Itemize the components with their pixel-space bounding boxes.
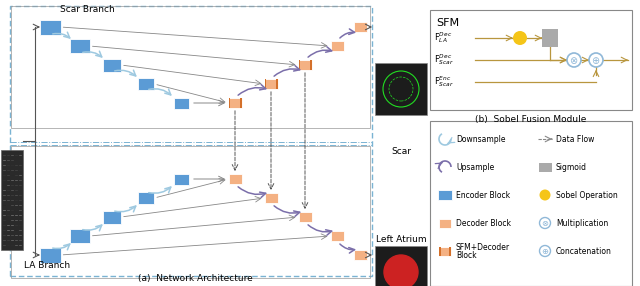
Text: Sigmoid: Sigmoid xyxy=(556,162,587,172)
Bar xyxy=(353,22,367,32)
Bar xyxy=(310,60,312,70)
Circle shape xyxy=(384,255,418,286)
Bar xyxy=(298,60,300,70)
Bar xyxy=(439,247,451,255)
Text: Left Atrium: Left Atrium xyxy=(376,235,426,244)
Bar xyxy=(438,190,452,200)
Bar xyxy=(264,79,266,89)
Bar xyxy=(430,10,632,110)
Text: Scar: Scar xyxy=(391,147,411,156)
Bar xyxy=(298,212,312,222)
Text: $\otimes$: $\otimes$ xyxy=(570,55,579,65)
Bar xyxy=(330,41,344,51)
Text: Sobel Operation: Sobel Operation xyxy=(556,190,618,200)
Bar xyxy=(138,78,154,90)
Bar xyxy=(430,121,632,286)
Bar xyxy=(353,250,367,260)
Bar xyxy=(375,63,427,115)
Bar xyxy=(539,163,552,172)
Bar xyxy=(449,247,451,255)
Text: (b)  Sobel Fusion Module: (b) Sobel Fusion Module xyxy=(476,115,587,124)
Text: Downsample: Downsample xyxy=(456,134,506,144)
Bar xyxy=(330,231,344,241)
Circle shape xyxy=(540,217,550,229)
Text: Data Flow: Data Flow xyxy=(556,134,595,144)
Text: $\oplus$: $\oplus$ xyxy=(541,247,549,255)
Bar xyxy=(40,19,61,35)
Text: $\oplus$: $\oplus$ xyxy=(591,55,600,65)
Bar xyxy=(70,229,90,243)
Text: $\otimes$: $\otimes$ xyxy=(541,219,549,227)
Bar xyxy=(103,59,121,72)
Bar xyxy=(375,246,427,286)
Bar xyxy=(439,219,451,227)
Bar xyxy=(173,174,189,184)
Bar xyxy=(264,193,278,203)
Text: SFM: SFM xyxy=(436,18,459,28)
Bar xyxy=(40,247,61,263)
Bar xyxy=(542,29,558,47)
Circle shape xyxy=(589,53,603,67)
Text: Block: Block xyxy=(456,251,477,259)
Text: (a)  Network Architecture: (a) Network Architecture xyxy=(138,274,252,283)
Bar xyxy=(11,6,370,128)
Bar xyxy=(276,79,278,89)
Bar xyxy=(1,150,23,250)
Text: $\mathregular{F}_{LA}^{Dec}$: $\mathregular{F}_{LA}^{Dec}$ xyxy=(434,31,452,45)
Circle shape xyxy=(567,53,581,67)
Bar xyxy=(228,98,241,108)
Text: Decoder Block: Decoder Block xyxy=(456,219,511,227)
Text: Encoder Block: Encoder Block xyxy=(456,190,510,200)
Bar xyxy=(10,6,372,276)
Bar xyxy=(298,60,312,70)
Circle shape xyxy=(540,190,550,200)
Text: SFM+Decoder: SFM+Decoder xyxy=(456,243,510,251)
Bar xyxy=(70,39,90,53)
Bar xyxy=(103,210,121,223)
Bar xyxy=(264,79,278,89)
Text: Upsample: Upsample xyxy=(456,162,494,172)
Text: LA Branch: LA Branch xyxy=(24,261,70,270)
Text: Scar Branch: Scar Branch xyxy=(60,5,115,14)
Text: Multiplication: Multiplication xyxy=(556,219,608,227)
Text: Concatenation: Concatenation xyxy=(556,247,612,255)
Bar xyxy=(439,247,441,255)
Bar xyxy=(138,192,154,204)
Bar xyxy=(173,98,189,108)
Bar xyxy=(11,146,370,278)
Bar xyxy=(228,98,230,108)
Bar xyxy=(228,174,241,184)
Bar xyxy=(239,98,241,108)
Circle shape xyxy=(513,31,527,45)
Text: $\mathregular{F}_{Scar}^{Dec}$: $\mathregular{F}_{Scar}^{Dec}$ xyxy=(434,53,454,67)
Text: $\mathregular{F}_{Scar}^{Enc}$: $\mathregular{F}_{Scar}^{Enc}$ xyxy=(434,75,454,90)
Circle shape xyxy=(540,245,550,257)
